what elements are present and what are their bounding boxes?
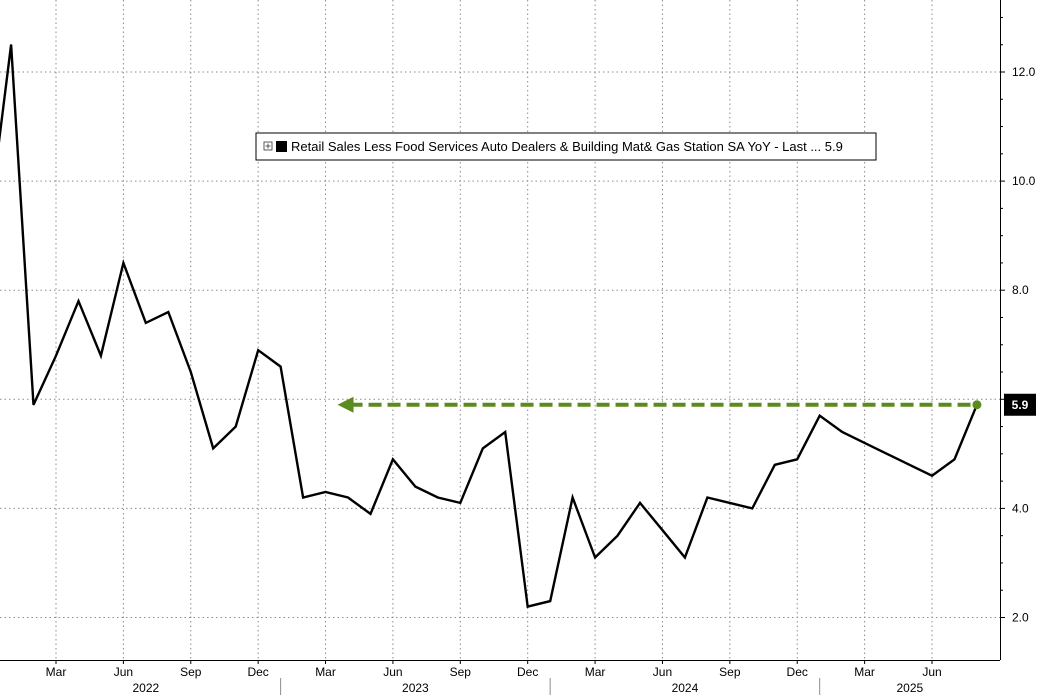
series-point [302, 496, 304, 499]
series-point [729, 502, 731, 504]
series [0, 44, 979, 609]
series-point [347, 496, 349, 499]
series-point [639, 502, 641, 504]
last-value: 5.9 [1004, 393, 1036, 416]
grid [0, 0, 1000, 660]
series-point [167, 311, 169, 313]
x-tick-label: Dec [787, 665, 808, 679]
series-point [482, 447, 484, 449]
series-point [145, 322, 147, 324]
legend: Retail Sales Less Food Services Auto Dea… [255, 132, 877, 161]
series-point [751, 507, 753, 509]
series-point [437, 496, 439, 499]
series-point [257, 349, 259, 351]
year-label: 2025 [896, 681, 923, 695]
reference-line [337, 396, 982, 413]
series-point [100, 355, 102, 357]
series-point [841, 431, 843, 433]
series-point [122, 262, 124, 264]
series-point [819, 415, 821, 417]
x-tick-label: Sep [450, 665, 472, 679]
series-point [572, 496, 574, 499]
series-point [661, 529, 664, 531]
series-point [864, 442, 866, 444]
legend-box [255, 132, 877, 161]
series-point [414, 486, 416, 488]
last-value-label: 5.9 [1012, 398, 1029, 412]
y-tick-label: 2.0 [1012, 611, 1029, 625]
reference-endpoint [972, 400, 982, 410]
reference-arrowhead [337, 396, 354, 413]
series-point [953, 458, 956, 460]
series-point [908, 464, 911, 466]
series-point [190, 371, 192, 373]
x-tick-label: Sep [180, 665, 202, 679]
y-tick-label: 10.0 [1012, 174, 1036, 188]
series-line [0, 44, 979, 609]
series-point [684, 556, 686, 559]
y-tick-label: 8.0 [1012, 283, 1029, 297]
y-tick-label: 4.0 [1012, 501, 1029, 515]
x-tick-label: Jun [653, 665, 672, 679]
series-point [77, 300, 80, 302]
series-point [324, 491, 327, 493]
series-point [280, 366, 282, 368]
year-label: 2023 [402, 681, 429, 695]
series-point [10, 44, 12, 46]
series-point [459, 502, 461, 504]
series-point [594, 556, 596, 559]
series-point [549, 600, 551, 602]
x-tick-label: Jun [114, 665, 133, 679]
legend-label: Retail Sales Less Food Services Auto Dea… [291, 139, 843, 154]
series-point [796, 458, 798, 460]
series-point [706, 496, 709, 499]
year-label: 2024 [672, 681, 699, 695]
x-tick-label: Mar [46, 665, 67, 679]
series-point [32, 404, 35, 406]
x-tick-label: Sep [719, 665, 741, 679]
series-point [55, 355, 57, 357]
x-tick-label: Dec [247, 665, 268, 679]
series-point [931, 475, 933, 477]
series-point [504, 431, 506, 433]
y-tick-label: 12.0 [1012, 65, 1036, 79]
series-point [616, 535, 619, 537]
year-label: 2022 [132, 681, 159, 695]
x-tick-label: Mar [315, 665, 336, 679]
series-point [369, 513, 372, 515]
series-point [527, 606, 529, 608]
x-tick-label: Jun [383, 665, 402, 679]
x-tick-label: Dec [517, 665, 538, 679]
series-point [212, 447, 214, 449]
series-point [886, 453, 888, 455]
x-tick-label: Mar [854, 665, 875, 679]
series-point [392, 458, 394, 460]
x-tick-label: Jun [922, 665, 941, 679]
last-value-box [1004, 393, 1036, 416]
legend-series-swatch [276, 141, 287, 152]
x-tick-label: Mar [585, 665, 606, 679]
series-point [235, 426, 237, 428]
series-point [774, 464, 776, 466]
